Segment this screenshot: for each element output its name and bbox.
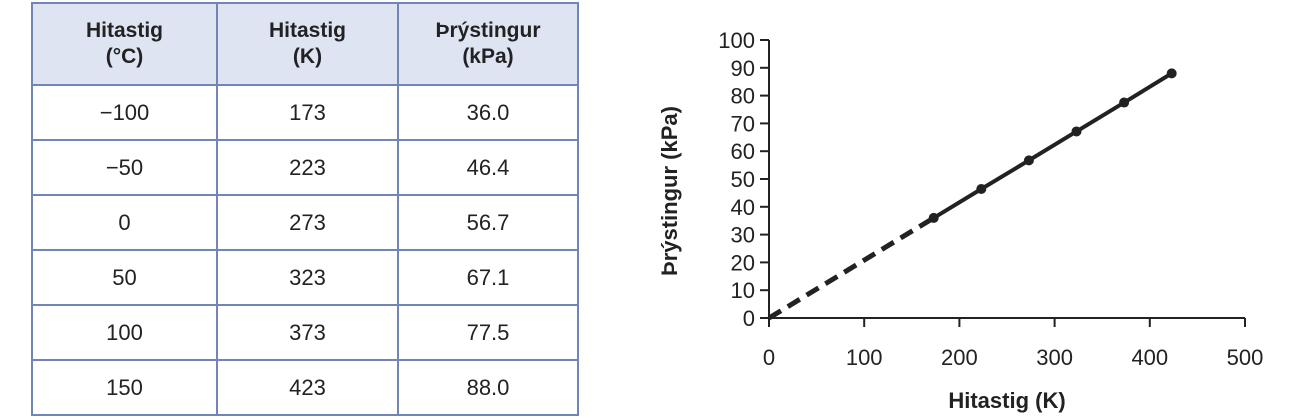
header-unit: (kPa) [462, 45, 514, 68]
data-point [928, 212, 939, 223]
cell-pressure: 88.0 [397, 359, 579, 416]
cell-celsius: −100 [31, 84, 218, 141]
x-tick-label: 300 [1036, 345, 1073, 370]
x-axis-title: Hitastig (K) [948, 388, 1065, 413]
header-label: Þrýstingur [435, 19, 541, 42]
y-axis-title: Þrýstingur (kPa) [657, 106, 682, 276]
cell-pressure: 56.7 [397, 194, 579, 251]
cell-kelvin: 423 [216, 359, 399, 416]
extrapolation-dashed-line [767, 215, 935, 321]
data-table: Hitastig (°C) Hitastig (K) Þrýstingur (k… [31, 2, 579, 416]
table-row: −100 173 36.0 [31, 84, 579, 141]
y-tick-label: 70 [731, 111, 755, 136]
x-tick-label: 0 [763, 345, 775, 370]
table-row: 150 423 88.0 [31, 359, 579, 416]
cell-kelvin: 173 [216, 84, 399, 141]
cell-celsius: 50 [31, 249, 218, 306]
y-tick-label: 90 [731, 56, 755, 81]
cell-celsius: 100 [31, 304, 218, 361]
y-tick-label: 10 [731, 278, 755, 303]
x-tick-label: 200 [941, 345, 978, 370]
data-point [1166, 68, 1177, 79]
header-temperature-kelvin: Hitastig (K) [216, 2, 399, 86]
header-temperature-celsius: Hitastig (°C) [31, 2, 218, 86]
cell-kelvin: 273 [216, 194, 399, 251]
y-tick-label: 100 [718, 28, 755, 53]
header-label: Hitastig [85, 19, 163, 42]
cell-pressure: 77.5 [397, 304, 579, 361]
table-header-row: Hitastig (°C) Hitastig (K) Þrýstingur (k… [31, 2, 579, 86]
y-tick-label: 20 [731, 250, 755, 275]
y-tick-label: 80 [731, 84, 755, 109]
chart-marks [767, 68, 1177, 321]
header-label: Hitastig [268, 19, 346, 42]
data-point [1119, 97, 1130, 108]
header-unit: (K) [292, 45, 323, 68]
y-tick-label: 40 [731, 195, 755, 220]
cell-celsius: −50 [31, 139, 218, 196]
header-pressure: Þrýstingur (kPa) [397, 2, 579, 86]
table-row: 0 273 56.7 [31, 194, 579, 251]
table-row: 100 373 77.5 [31, 304, 579, 361]
y-tick-label: 50 [731, 167, 755, 192]
table-row: −50 223 46.4 [31, 139, 579, 196]
cell-pressure: 36.0 [397, 84, 579, 141]
header-unit: (°C) [105, 45, 144, 68]
y-tick-label: 60 [731, 139, 755, 164]
cell-kelvin: 323 [216, 249, 399, 306]
cell-celsius: 0 [31, 194, 218, 251]
data-point [976, 184, 987, 195]
x-tick-label: 500 [1227, 345, 1264, 370]
x-tick-label: 100 [846, 345, 883, 370]
cell-kelvin: 223 [216, 139, 399, 196]
table-row: 50 323 67.1 [31, 249, 579, 306]
series-line [932, 71, 1173, 220]
cell-pressure: 46.4 [397, 139, 579, 196]
cell-pressure: 67.1 [397, 249, 579, 306]
data-point [1023, 155, 1034, 166]
cell-kelvin: 373 [216, 304, 399, 361]
data-point [1071, 126, 1082, 137]
cell-celsius: 150 [31, 359, 218, 416]
y-tick-label: 0 [743, 306, 755, 331]
x-tick-label: 400 [1131, 345, 1168, 370]
y-tick-label: 30 [731, 223, 755, 248]
